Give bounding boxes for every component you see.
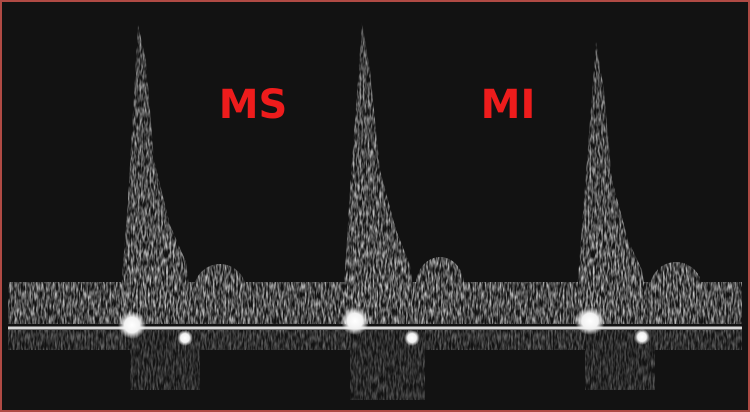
label-mi: MI [481,82,536,128]
label-ms: MS [219,82,288,128]
page: MS MI (() => { const data = JSON.parse(d… [0,0,750,412]
doppler-image: MS MI [0,0,750,412]
